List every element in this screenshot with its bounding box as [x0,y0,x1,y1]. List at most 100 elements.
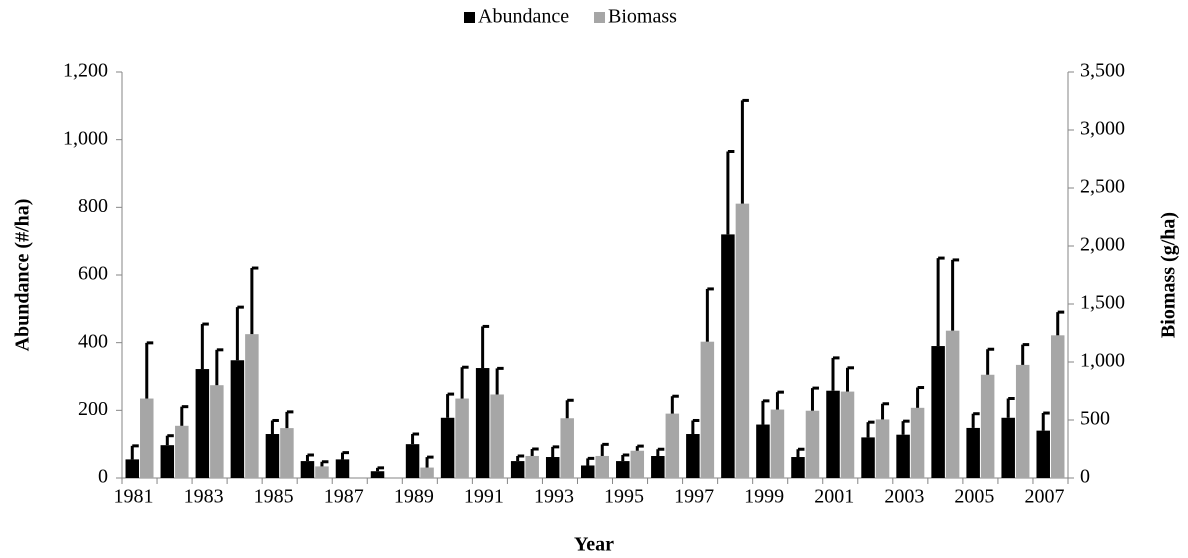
y2-axis-title: Biomass (g/ha) [1158,212,1180,338]
bar [335,459,350,478]
bar [721,234,735,478]
y-tick-label: 800 [78,195,108,217]
error-bar [936,256,945,347]
bar [160,445,175,478]
error-bar [901,419,910,435]
error-bar [305,453,314,462]
error-bar [565,398,574,419]
bar [651,456,665,478]
x-tick-label: 2001 [814,486,854,508]
y-tick-label: 1,000 [63,127,108,149]
error-bar [446,392,455,418]
bar [735,203,750,478]
error-bar [200,322,209,370]
bar [1015,364,1030,478]
error-bar [600,442,609,456]
error-bar [376,466,385,472]
error-bar [270,418,279,435]
y2-tick-label: 500 [1080,408,1110,430]
bar [420,467,434,478]
bar [805,410,820,478]
x-tick-label: 1997 [674,486,714,508]
bar [945,330,960,478]
error-bar [1006,396,1015,418]
bar [490,394,504,478]
bar [525,455,539,478]
bar [616,461,630,478]
bar [440,417,455,478]
error-bar [691,418,700,435]
bar [756,424,770,478]
x-tick-label: 1995 [604,486,644,508]
bar [455,398,469,478]
bar [896,434,910,478]
bar [300,461,315,478]
bar [510,461,525,478]
error-bar [881,402,890,420]
y2-tick-label: 3,500 [1080,60,1125,82]
bar [630,450,645,478]
error-bar [971,412,980,428]
bar [125,459,140,478]
bar [910,407,925,478]
legend-swatch [594,12,605,23]
error-bar [551,445,560,458]
bar [875,419,890,478]
bar [245,334,259,478]
bar [980,374,995,478]
legend-swatch [464,12,475,23]
y-tick-label: 400 [78,330,108,352]
error-bar [866,420,875,438]
error-bar [460,365,469,399]
error-bar [215,348,224,386]
error-bar [481,324,490,369]
x-tick-label: 1999 [744,486,784,508]
error-bar [656,447,665,457]
y-axis-title: Abundance (#/ha) [12,199,34,352]
y-tick-label: 600 [78,263,108,285]
bar [140,398,154,478]
error-bar [1041,411,1050,431]
bar [686,434,700,478]
bar [840,391,855,478]
bar [1036,430,1050,478]
error-bar [235,305,244,361]
error-bar [831,356,840,391]
legend-label: Biomass [608,6,677,28]
bar [280,428,294,478]
legend-label: Abundance [478,6,569,28]
bar [475,368,490,478]
error-bar [411,432,420,445]
bar [545,457,560,478]
x-tick-label: 2007 [1024,486,1064,508]
bar [700,341,715,478]
y2-tick-label: 3,000 [1080,118,1125,140]
bar [210,385,224,478]
error-bar [180,405,189,426]
error-bar [516,454,525,462]
error-bar [796,447,805,458]
error-bar [846,366,855,392]
error-bar [320,460,329,467]
x-tick-label: 1993 [534,486,574,508]
x-tick-label: 1987 [324,486,364,508]
error-bar [621,453,630,462]
y-tick-label: 1,200 [63,60,108,82]
bar [370,471,385,478]
error-bar [586,456,595,466]
x-tick-label: 2003 [884,486,924,508]
error-bar [726,150,735,235]
error-bar [761,399,770,425]
y2-tick-label: 2,000 [1080,234,1125,256]
error-bar [670,394,679,414]
x-tick-label: 1991 [464,486,504,508]
bar [560,418,574,478]
error-bar [635,444,644,451]
x-axis-title: Year [574,534,614,556]
bar [966,427,980,478]
y2-tick-label: 1,500 [1080,292,1125,314]
x-tick-label: 1981 [114,486,154,508]
x-tick-label: 1985 [254,486,294,508]
bar [770,409,785,478]
error-bar [1056,310,1065,336]
